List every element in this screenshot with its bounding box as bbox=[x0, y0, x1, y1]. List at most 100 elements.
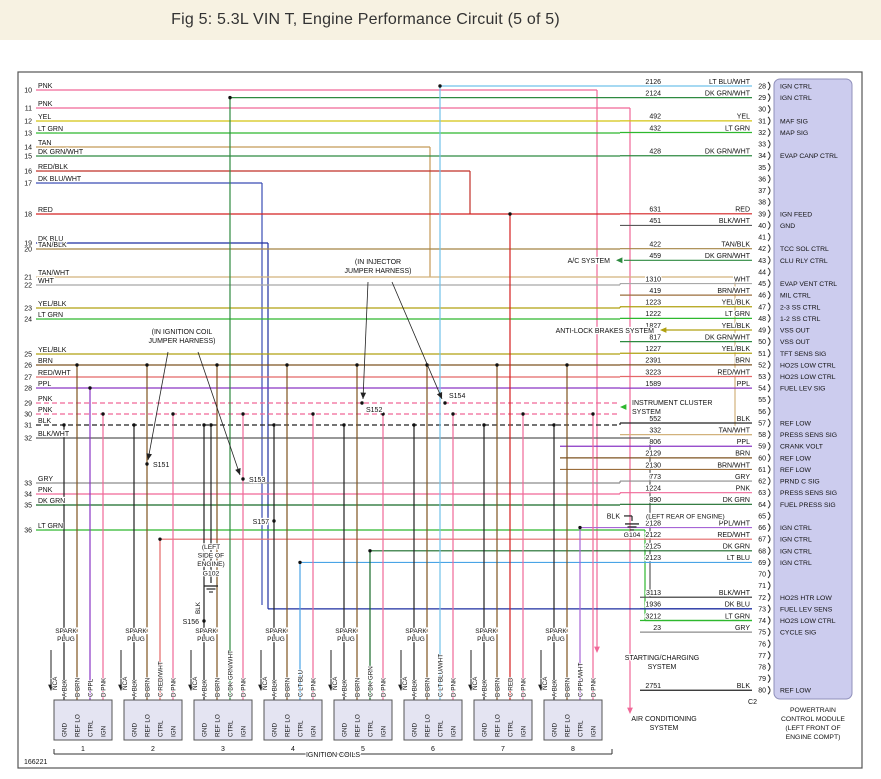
pcm-pin-label: GND bbox=[780, 223, 795, 230]
pcm-panel bbox=[773, 78, 853, 700]
junction-dot bbox=[565, 363, 569, 367]
left-pin-number: 17 bbox=[24, 181, 32, 188]
coil-pin-function-label: CTRL bbox=[228, 720, 235, 737]
wire-number-label: 1827 bbox=[645, 323, 661, 330]
pcm-pin-number: 46 bbox=[758, 293, 766, 300]
harness-note: JUMPER HARNESS) bbox=[345, 268, 412, 275]
junction-dot bbox=[451, 412, 455, 416]
pin-bracket bbox=[767, 197, 771, 207]
wire-number-label: 2124 bbox=[645, 90, 661, 97]
pcm-pin-number: 74 bbox=[758, 618, 766, 625]
coil-wire-label: D PNK bbox=[241, 677, 248, 697]
pin-bracket bbox=[767, 511, 771, 521]
arrowhead bbox=[146, 453, 152, 460]
pcm-pin-label: IGN CTRL bbox=[780, 95, 812, 102]
coil-number: 7 bbox=[501, 746, 505, 753]
system-label: A/C SYSTEM bbox=[568, 258, 611, 265]
junction-dot bbox=[158, 537, 162, 541]
coil-pin-function-label: IGN bbox=[241, 725, 248, 737]
junction-dot bbox=[495, 363, 499, 367]
system-label: SYSTEM bbox=[632, 409, 661, 416]
spark-plug-label: SPARK bbox=[405, 628, 427, 635]
junction-dot bbox=[311, 412, 315, 416]
left-pin-number: 20 bbox=[24, 247, 32, 254]
arrowhead bbox=[627, 707, 633, 714]
wire-number-label: 451 bbox=[649, 218, 661, 225]
coil-pin-function-label: CTRL bbox=[298, 720, 305, 737]
arrowhead bbox=[620, 404, 627, 410]
pcm-pin-number: 41 bbox=[758, 235, 766, 242]
wire-number-label: 631 bbox=[649, 207, 661, 214]
pcm-pin-label: TCC SOL CTRL bbox=[780, 246, 829, 253]
junction-dot bbox=[368, 549, 372, 553]
junction-dot bbox=[552, 423, 556, 427]
splice-label: S153 bbox=[249, 477, 265, 484]
coil-wire-label: A BLK bbox=[202, 679, 209, 697]
junction-dot bbox=[508, 212, 512, 216]
coil-pin-function-label: CTRL bbox=[578, 720, 585, 737]
wire-color-label: BRN bbox=[735, 451, 750, 458]
pcm-pin-label: IGN CTRL bbox=[780, 525, 812, 532]
pin-bracket bbox=[767, 581, 771, 591]
wire-number-label: 806 bbox=[649, 439, 661, 446]
pin-bracket bbox=[767, 418, 771, 428]
pcm-pin-number: 57 bbox=[758, 420, 766, 427]
wire-color-label: PPL/WHT bbox=[719, 520, 751, 527]
left-wire-color-label: PPL bbox=[38, 381, 51, 388]
ground-location-label: (LEFT REAR OF ENGINE) bbox=[646, 513, 725, 520]
pcm-pin-number: 50 bbox=[758, 339, 766, 346]
pcm-pin-number: 62 bbox=[758, 479, 766, 486]
pcm-pin-number: 65 bbox=[758, 513, 766, 520]
pcm-pin-number: 60 bbox=[758, 455, 766, 462]
arrowhead bbox=[468, 684, 474, 691]
wire-color-label: BRN bbox=[735, 358, 750, 365]
pin-bracket bbox=[767, 186, 771, 195]
splice-label: S151 bbox=[153, 462, 169, 469]
coil-wire-label: C RED bbox=[508, 677, 515, 697]
wire-color-label: RED/WHT bbox=[717, 369, 750, 376]
junction-dot bbox=[285, 363, 289, 367]
arrowhead bbox=[616, 257, 623, 264]
left-pin-number: 11 bbox=[25, 106, 32, 113]
pin-bracket bbox=[767, 302, 771, 312]
pcm-pin-number: 30 bbox=[758, 107, 766, 114]
wire-color-label: BLK/WHT bbox=[719, 590, 751, 597]
pin-bracket bbox=[767, 441, 771, 451]
left-pin-number: 23 bbox=[24, 306, 32, 313]
coil-pin-function-label: CTRL bbox=[88, 720, 95, 737]
wire-number-label: 1224 bbox=[645, 486, 661, 493]
pin-bracket bbox=[767, 139, 771, 149]
pcm-pin-label: EVAP CANP CTRL bbox=[780, 153, 838, 160]
coil-number: 8 bbox=[571, 746, 575, 753]
pcm-pin-number: 39 bbox=[758, 211, 766, 218]
coil-wire-label: D PNK bbox=[381, 677, 388, 697]
arrowhead bbox=[360, 392, 367, 399]
spark-plug-label: SPARK bbox=[265, 628, 287, 635]
pcm-pin-number: 55 bbox=[758, 397, 766, 404]
left-pin-number: 32 bbox=[24, 436, 32, 443]
left-pin-number: 10 bbox=[24, 88, 32, 95]
junction-dot bbox=[62, 423, 66, 427]
coil-pin-function-label: IGN bbox=[171, 725, 178, 737]
coil-wire-label: A BLK bbox=[342, 679, 349, 697]
pcm-pin-number: 40 bbox=[758, 223, 766, 230]
coil-wire-label: B BRN bbox=[355, 677, 362, 697]
wire-color-label: WHT bbox=[734, 276, 751, 283]
coil-pin-function-label: CTRL bbox=[508, 720, 515, 737]
wire-number-label: 492 bbox=[649, 114, 661, 121]
left-wire-color-label: DK BLU bbox=[38, 236, 63, 243]
pin-bracket bbox=[767, 453, 771, 463]
pcm-pin-label: HO2S LOW CTRL bbox=[780, 618, 836, 625]
wire-number-label: 1589 bbox=[645, 381, 661, 388]
coil-wire-label: B BRN bbox=[495, 677, 502, 697]
pcm-pin-label: MAF SIG bbox=[780, 118, 808, 125]
pcm-pin-number: 70 bbox=[758, 572, 766, 579]
junction-dot bbox=[482, 423, 486, 427]
coil-number: 5 bbox=[361, 746, 365, 753]
wire-color-label: TAN/WHT bbox=[719, 427, 751, 434]
junction-dot bbox=[241, 412, 245, 416]
pcm-pin-label: VSS OUT bbox=[780, 328, 810, 335]
pcm-module-label: POWERTRAIN bbox=[790, 707, 836, 714]
wire-number-label: 2129 bbox=[645, 451, 661, 458]
